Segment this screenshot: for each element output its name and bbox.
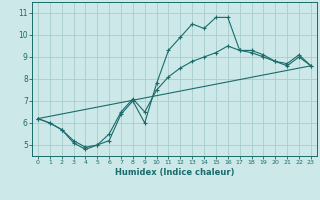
X-axis label: Humidex (Indice chaleur): Humidex (Indice chaleur) [115,168,234,177]
